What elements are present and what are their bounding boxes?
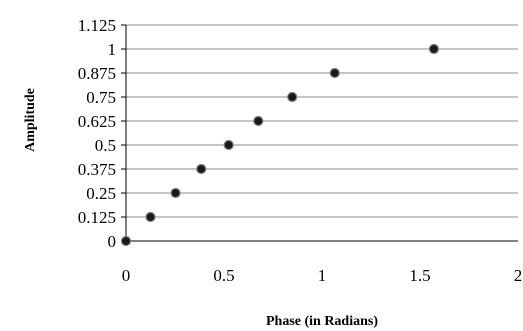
axes [121, 24, 518, 242]
data-point [120, 235, 132, 247]
data-point [287, 91, 298, 103]
x-tick-labels: 0 0.5 1 1.5 2 [122, 266, 523, 285]
y-tick-label: 0.875 [78, 64, 116, 83]
y-tick-label: 0.5 [95, 136, 116, 155]
y-tick-label: 1 [108, 40, 117, 59]
y-tick-label: 0.125 [78, 208, 116, 227]
y-tick-label: 0 [108, 232, 117, 251]
data-point [145, 211, 156, 223]
x-tick-label: 2 [514, 266, 523, 285]
y-tick-label: 0.625 [78, 112, 116, 131]
y-tick-label: 0.375 [78, 160, 116, 179]
y-tick-label: 0.75 [86, 88, 116, 107]
y-tick-label: 0.25 [86, 184, 116, 203]
data-point [428, 43, 440, 55]
data-point [170, 187, 181, 199]
x-axis-title: Phase (in Radians) [266, 314, 378, 329]
y-tick-labels: 0 0.125 0.25 0.375 0.5 0.625 0.75 0.875 1 1.125 [78, 16, 116, 251]
x-tick-label: 1 [318, 266, 327, 285]
data-point [196, 163, 207, 175]
x-tick-label: 0 [122, 266, 131, 285]
data-points [120, 43, 440, 247]
data-point [253, 115, 264, 127]
y-tick-label: 1.125 [78, 16, 116, 35]
data-point [223, 139, 234, 151]
data-point [329, 67, 340, 79]
x-tick-label: 1.5 [409, 266, 430, 285]
x-tick-label: 0.5 [213, 266, 234, 285]
y-axis-title: Amplitude [23, 88, 38, 152]
gridlines [126, 24, 518, 218]
